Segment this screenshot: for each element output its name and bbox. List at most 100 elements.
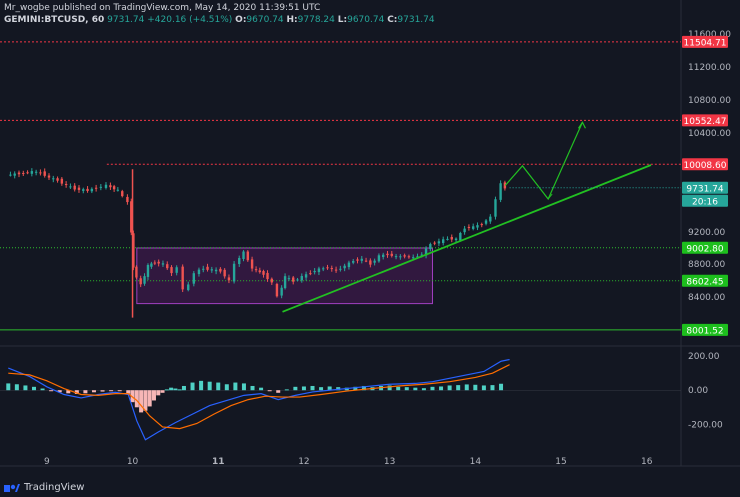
candle-body (292, 277, 295, 282)
price-tick-label: 11200.00 (688, 63, 731, 73)
price-label-tag (682, 158, 728, 171)
macd-histogram-bar (74, 390, 79, 394)
candle-body (364, 260, 368, 262)
price-label-tag (682, 181, 728, 194)
candle-body (69, 186, 72, 188)
candle-body (424, 248, 428, 256)
candle-body (287, 278, 291, 280)
tradingview-brand: TradingView (24, 481, 85, 493)
macd-histogram-bar (173, 388, 178, 391)
candle-body (139, 278, 142, 285)
candle-body (219, 268, 222, 272)
macd-histogram-bar (14, 384, 19, 391)
macd-histogram-bar (413, 387, 418, 391)
candle-body (313, 270, 316, 273)
arrow-head-icon (543, 193, 553, 200)
macd-histogram-bar (224, 384, 229, 391)
candle-body (104, 184, 108, 188)
candle-body (280, 287, 283, 296)
price-tick-label: 8400.00 (688, 293, 725, 303)
macd-histogram-bar (49, 390, 54, 392)
macd-histogram-bar (177, 389, 182, 391)
candle-body (429, 244, 432, 250)
macd-histogram-bar (164, 389, 169, 391)
price-label-tag (682, 194, 728, 207)
macd-histogram-bar (233, 382, 238, 391)
candle-body (437, 241, 441, 244)
candle-body (450, 237, 453, 240)
price-label-text: 9731.74 (686, 184, 723, 194)
ascending-trendline (282, 164, 652, 313)
high-label: H: (286, 15, 298, 25)
candle-body (377, 255, 381, 262)
macd-histogram-bar (430, 386, 435, 391)
tradingview-footer[interactable]: TradingView (4, 480, 84, 494)
macd-histogram-bar (66, 390, 71, 394)
price-tick-label: 10800.00 (688, 96, 731, 106)
candle-body (484, 220, 488, 224)
candle-body (411, 257, 415, 259)
high-value: 9778.24 (297, 15, 335, 25)
candle-body (399, 256, 402, 258)
arrow-head-icon (577, 121, 586, 129)
candle-body (206, 266, 209, 270)
symbol-label[interactable]: GEMINI:BTCUSD, 60 (4, 15, 105, 25)
candle-body (270, 278, 274, 283)
candle-body (386, 253, 389, 256)
price-label-text: 8602.45 (686, 277, 723, 287)
candle-body (489, 216, 492, 222)
candle-body (99, 186, 103, 188)
candle-body (223, 269, 226, 277)
macd-tick-label: -200.00 (688, 420, 723, 430)
open-label: O: (235, 15, 247, 25)
price-tick-label: 8800.00 (688, 260, 725, 270)
candle-body (47, 175, 51, 178)
candle-body (360, 258, 363, 261)
open-value: 9670.74 (246, 15, 284, 25)
candle-body (210, 269, 214, 271)
tradingview-logo-icon (4, 484, 20, 492)
macd-tick-label: 0.00 (688, 386, 708, 396)
macd-histogram-bar (100, 390, 105, 392)
candle-body (300, 275, 303, 281)
macd-histogram-bar (91, 390, 96, 393)
macd-histogram-bar (327, 386, 332, 391)
candle-body (246, 251, 250, 261)
macd-histogram-bar (293, 386, 298, 391)
candle-body (43, 171, 46, 176)
candle-body (382, 254, 385, 258)
macd-tick-label: 200.00 (688, 352, 720, 362)
candle-body (17, 172, 21, 175)
macd-histogram-bar (143, 390, 148, 411)
price-label-text: 11504.71 (684, 38, 727, 48)
candle-body (52, 178, 55, 180)
macd-histogram-bar (6, 383, 11, 391)
candle-body (116, 189, 120, 191)
candle-body (471, 226, 475, 229)
candle-body (181, 266, 184, 290)
candle-body (369, 260, 372, 265)
candle-body (90, 188, 94, 192)
candle-body (394, 256, 398, 258)
candle-body (433, 242, 436, 244)
candle-body (352, 261, 355, 263)
candle-body (150, 263, 153, 267)
candle-body (296, 279, 299, 281)
time-tick-label: 11 (212, 457, 225, 467)
macd-histogram-bar (481, 385, 486, 391)
price-label-tag (682, 35, 728, 48)
price-label-text: 9002.80 (686, 244, 723, 254)
price-label-tag (682, 323, 728, 336)
candle-body (227, 277, 231, 281)
price-label-text: 8001.52 (686, 326, 723, 336)
macd-histogram-bar (134, 390, 139, 408)
candle-body (446, 238, 449, 240)
time-tick-label: 9 (44, 457, 50, 467)
candle-body (326, 267, 329, 269)
candle-body (34, 171, 38, 173)
macd-histogram-bar (276, 390, 281, 393)
macd-histogram-bar (447, 385, 452, 391)
price-label-text: 10008.60 (684, 161, 727, 171)
